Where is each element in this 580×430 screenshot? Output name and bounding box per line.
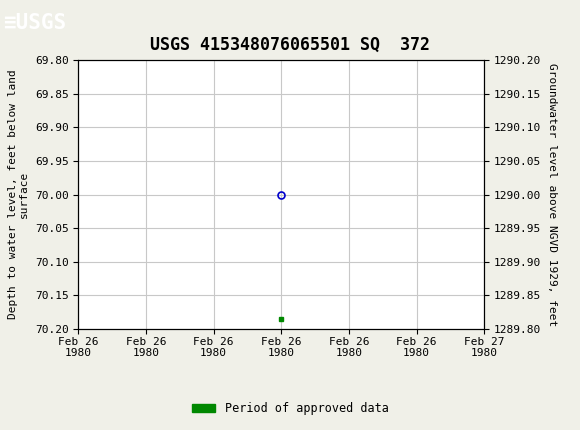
Legend: Period of approved data: Period of approved data (187, 397, 393, 420)
Y-axis label: Groundwater level above NGVD 1929, feet: Groundwater level above NGVD 1929, feet (547, 63, 557, 326)
Text: ≡USGS: ≡USGS (3, 13, 66, 34)
Y-axis label: Depth to water level, feet below land
surface: Depth to water level, feet below land su… (8, 70, 29, 319)
Text: USGS 415348076065501 SQ  372: USGS 415348076065501 SQ 372 (150, 36, 430, 54)
